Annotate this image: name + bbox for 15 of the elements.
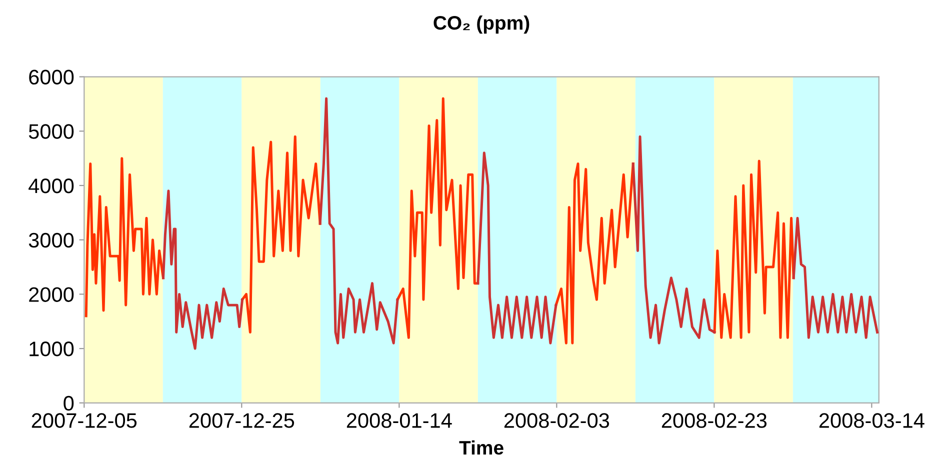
y-tick-label: 6000 (29, 70, 74, 85)
x-tick-label: 2008-02-03 (504, 413, 610, 428)
x-tick-label: 2008-02-23 (662, 413, 767, 428)
x-tick-label: 2007-12-05 (32, 413, 137, 428)
x-tick-label: 2007-12-25 (189, 413, 294, 428)
x-tick-label: 2008-03-14 (819, 413, 924, 428)
chart-title: CO₂ (ppm) (434, 15, 530, 34)
x-axis-title: Time (459, 440, 504, 455)
y-tick-label: 0 (64, 396, 74, 411)
y-tick-label: 1000 (30, 342, 74, 356)
x-tick-label: 2008-01-14 (346, 413, 452, 428)
y-tick-label: 5000 (28, 124, 74, 139)
y-tick-label: 4000 (28, 178, 74, 194)
y-tick-label: 2000 (29, 287, 74, 302)
y-tick-label: 3000 (28, 232, 74, 248)
